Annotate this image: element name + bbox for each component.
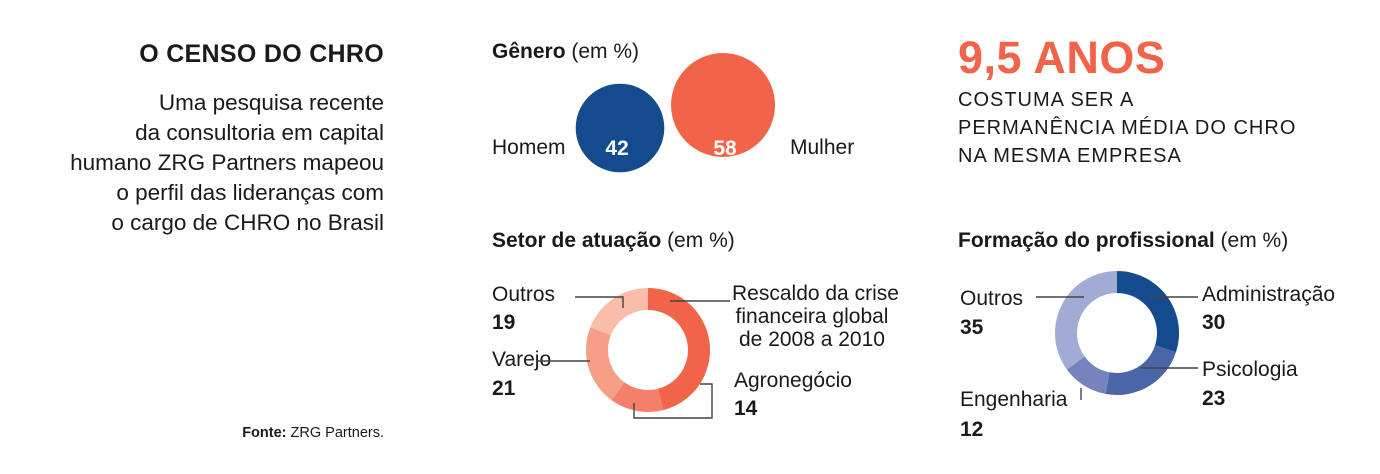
education-slice-1 xyxy=(1105,345,1176,395)
sector-slice-1 xyxy=(611,382,664,412)
intro-line: o perfil das lideranças com xyxy=(116,180,384,205)
tenure-note: COSTUMA SER A PERMANÊNCIA MÉDIA DO CHRO … xyxy=(958,86,1296,170)
education-slice-2 xyxy=(1066,356,1110,394)
tenure-line: PERMANÊNCIA MÉDIA DO CHRO xyxy=(958,117,1297,139)
gender-value-homem: 42 xyxy=(605,137,628,160)
source-note: Fonte: ZRG Partners. xyxy=(150,425,384,441)
tenure-value: 9,5 ANOS xyxy=(958,32,1166,83)
gender-chart-title: Gênero (em %) xyxy=(492,40,639,64)
edu-label-admin: Administração xyxy=(1202,283,1336,306)
source-text: ZRG Partners. xyxy=(286,425,384,441)
sector-slice-2 xyxy=(586,327,625,401)
intro-line: Uma pesquisa recente xyxy=(158,90,384,115)
tenure-line: COSTUMA SER A xyxy=(958,89,1135,111)
sector-value-varejo: 21 xyxy=(492,377,516,400)
sector-label-outros: Outros xyxy=(492,283,556,306)
sector-value-outros: 19 xyxy=(492,311,516,334)
gender-unit: (em %) xyxy=(565,40,640,63)
sector-slice-0 xyxy=(648,288,710,411)
intro-text: Uma pesquisa recente da consultoria em c… xyxy=(20,88,384,238)
gender-value-mulher: 58 xyxy=(713,137,737,160)
leader-line-agro xyxy=(633,383,713,419)
leader-line-outros xyxy=(575,296,624,308)
sector-unit: (em %) xyxy=(661,229,735,252)
sector-value-agro: 14 xyxy=(734,397,758,420)
sector-title: Setor de atuação xyxy=(492,229,662,252)
intro-line: o cargo de CHRO no Brasil xyxy=(111,210,384,235)
gender-label-homem: Homem xyxy=(492,136,566,159)
sector-label-agro: Agronegócio xyxy=(734,369,852,392)
source-label: Fonte: xyxy=(242,425,287,441)
intro-line: humano ZRG Partners mapeou xyxy=(70,150,384,175)
gender-bubble-homem xyxy=(575,83,665,173)
sector-label-crisis-line: Rescaldo da crise xyxy=(732,282,899,305)
sector-leader-lines xyxy=(536,296,730,419)
sector-chart-title: Setor de atuação (em %) xyxy=(492,229,735,253)
sector-label-crisis-line: financeira global xyxy=(735,305,889,328)
intro-line: da consultoria em capital xyxy=(135,120,384,145)
sector-label-crisis-line: de 2008 a 2010 xyxy=(739,328,885,351)
edu-label-eng: Engenharia xyxy=(960,388,1068,411)
tenure-line: NA MESMA EMPRESA xyxy=(958,145,1182,167)
gender-bubble-mulher xyxy=(671,53,775,157)
sector-slice-3 xyxy=(590,287,648,336)
education-slice-0 xyxy=(1117,271,1179,353)
education-unit: (em %) xyxy=(1214,229,1289,252)
education-leader-lines xyxy=(1036,296,1198,400)
gender-label-mulher: Mulher xyxy=(790,136,855,159)
edu-value-psico: 23 xyxy=(1202,387,1226,410)
edu-label-outros: Outros xyxy=(960,287,1024,310)
sector-label-varejo: Varejo xyxy=(492,348,552,371)
sector-donut xyxy=(586,287,710,412)
page-title: O CENSO DO CHRO xyxy=(139,40,384,68)
sector-label-crisis: Rescaldo da crise financeira global de 2… xyxy=(732,282,899,351)
education-slice-3 xyxy=(1055,271,1117,370)
education-donut xyxy=(1055,271,1179,395)
edu-value-eng: 12 xyxy=(960,418,984,441)
edu-value-admin: 30 xyxy=(1202,311,1226,334)
education-chart-title: Formação do profissional (em %) xyxy=(958,229,1288,253)
edu-label-psico: Psicologia xyxy=(1202,358,1298,381)
edu-value-outros: 35 xyxy=(960,316,984,339)
education-title: Formação do profissional xyxy=(958,229,1215,252)
gender-title: Gênero xyxy=(492,40,566,63)
